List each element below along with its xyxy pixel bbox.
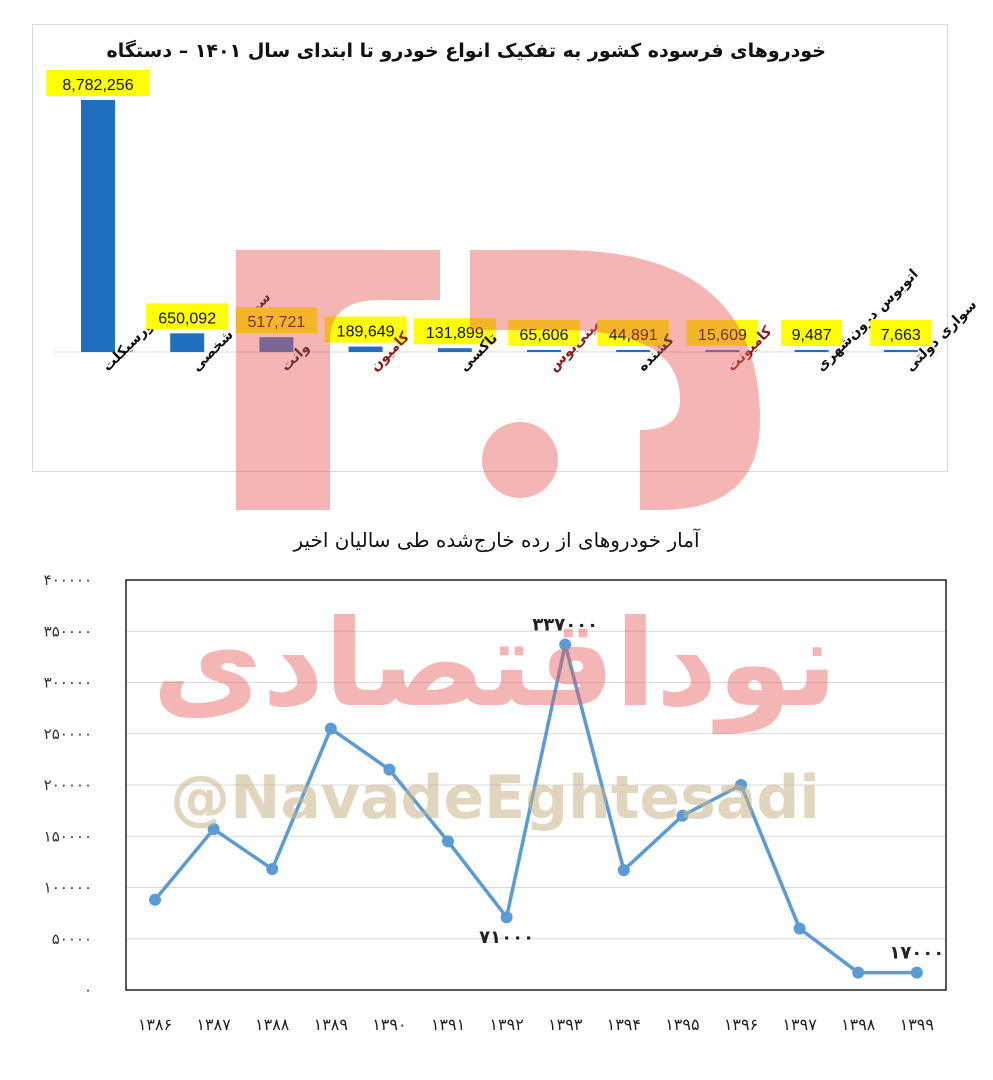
line-x-tick-8: ۱۳۹۴ [607,1015,641,1034]
bar-1 [170,333,205,352]
line-x-tick-7: ۱۳۹۳ [548,1015,583,1034]
line-y-tick-2: ۱۰۰۰۰۰ [44,879,92,897]
line-point-0 [149,893,161,906]
bar-value-label-bg-6 [597,320,669,346]
line-x-tick-11: ۱۳۹۷ [782,1015,817,1034]
bar-value-label-bg-4 [413,318,496,345]
bar-value-label-3: 189,649 [337,324,395,341]
line-x-tick-3: ۱۳۸۹ [314,1015,348,1034]
line-point-8 [617,864,630,877]
line-x-tick-4: ۱۳۹۰ [372,1015,406,1034]
line-annotation-2: ۱۷۰۰۰ [889,943,944,964]
line-chart-title: آمار خودروهای از رده خارج‌شده طی سالیان … [293,528,700,552]
bar-value-label-bg-2 [235,307,318,334]
line-y-tick-1: ۵۰۰۰۰ [52,930,92,948]
bar-chart-panel [32,24,948,472]
line-y-tick-0: ۰ [84,981,92,999]
line-point-6 [500,911,513,924]
line-point-9 [676,809,689,822]
line-y-tick-3: ۱۵۰۰۰۰ [44,827,92,845]
bar-6 [616,350,651,352]
bar-value-label-0: 8,782,256 [62,77,133,94]
bar-4 [437,348,472,352]
line-point-10 [735,779,747,791]
line-x-tick-6: ۱۳۹۲ [489,1015,523,1034]
bar-value-label-bg-9 [870,320,932,346]
bar-value-label-bg-0 [46,70,150,96]
line-x-tick-2: ۱۳۸۸ [255,1015,290,1034]
line-x-tick-13: ۱۳۹۹ [900,1015,934,1034]
bar-value-label-4: 131,899 [426,325,484,342]
line-point-1 [207,823,220,836]
bar-0 [81,100,115,352]
bar-2 [259,337,294,352]
line-series [153,642,917,975]
line-point-12 [852,966,865,979]
line-y-tick-5: ۲۵۰۰۰۰ [44,725,92,743]
bar-value-label-7: 15,609 [698,327,747,344]
line-plot-frame [125,579,947,991]
bar-value-label-bg-1 [146,303,229,330]
bar-3 [348,346,383,352]
bar-value-label-bg-5 [508,320,580,346]
bar-chart-title: خودروهای فرسوده کشور به تفکیک انواع خودر… [106,40,826,62]
bar-value-label-8: 9,487 [792,327,832,344]
line-point-11 [793,922,806,935]
line-y-tick-4: ۲۰۰۰۰۰ [44,776,92,794]
line-point-4 [383,763,396,776]
bar-value-label-5: 65,606 [520,327,569,344]
line-x-tick-5: ۱۳۹۱ [431,1015,465,1034]
line-y-tick-7: ۳۵۰۰۰۰ [44,622,92,640]
bar-value-label-9: 7,663 [881,327,921,344]
bar-7 [705,350,740,352]
bar-value-label-2: 517,721 [247,314,305,331]
line-y-tick-6: ۳۰۰۰۰۰ [44,674,92,692]
line-x-tick-10: ۱۳۹۶ [724,1015,758,1034]
line-point-13 [910,966,923,979]
bar-value-label-bg-3 [324,316,407,343]
bar-value-label-1: 650,092 [158,310,216,327]
line-annotation-1: ۷۱۰۰۰ [479,927,534,948]
line-x-tick-0: ۱۳۸۶ [138,1015,172,1034]
line-x-tick-1: ۱۳۸۷ [196,1015,231,1034]
bar-value-label-bg-8 [781,320,843,346]
bar-value-label-bg-7 [686,320,759,346]
line-x-tick-12: ۱۳۹۸ [841,1015,876,1034]
line-point-7 [559,638,572,651]
line-point-3 [324,722,337,735]
line-point-5 [442,835,454,848]
line-y-tick-8: ۴۰۰۰۰۰ [44,571,92,589]
bar-9 [883,350,918,352]
line-point-2 [266,863,279,876]
bar-8 [794,350,829,352]
bar-value-label-6: 44,891 [609,327,658,344]
line-annotation-0: ۳۳۷۰۰۰ [532,615,598,636]
line-x-tick-9: ۱۳۹۵ [665,1015,699,1034]
bar-5 [527,350,561,352]
